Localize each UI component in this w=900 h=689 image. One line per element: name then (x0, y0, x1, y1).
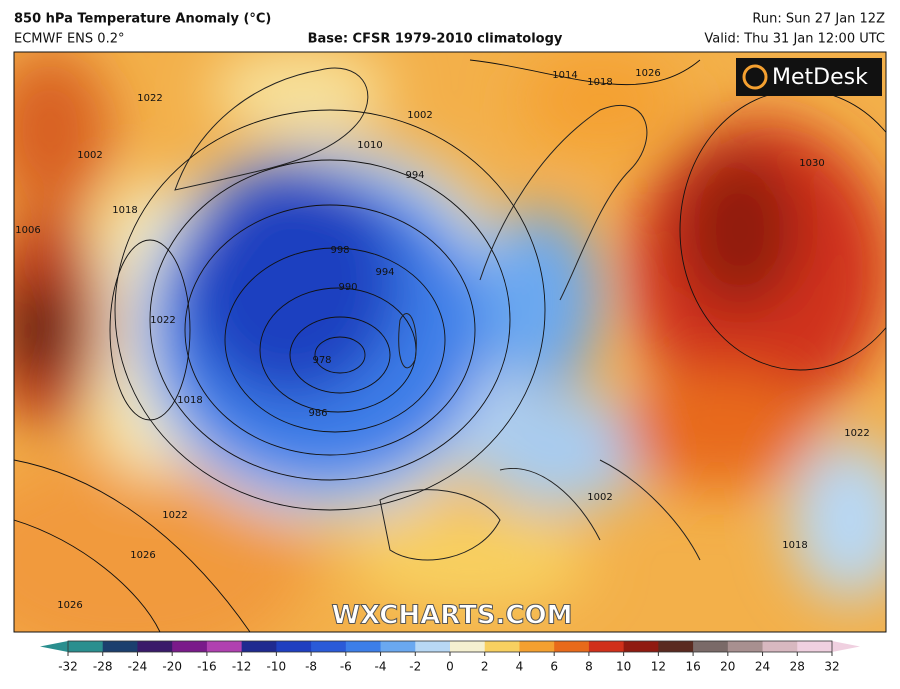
colorbar-segment (727, 641, 764, 652)
colorbar-segment (345, 641, 382, 652)
colorbar-tick-label: 12 (651, 660, 666, 674)
colorbar-segment (658, 641, 694, 652)
isobar-label: 1002 (77, 150, 102, 161)
isobar-label: 1010 (357, 140, 382, 151)
run: Run: Sun 27 Jan 12Z (752, 12, 885, 27)
colorbar-segment (623, 641, 659, 652)
map: MetDesk WXCHARTS.COM 1022 1018 1022 1018 101… (14, 52, 886, 632)
colorbar-tick-label: 4 (516, 660, 524, 674)
model: ECMWF ENS 0.2° (14, 32, 124, 47)
isobar-label: 1018 (112, 205, 137, 216)
colorbar-segment (102, 641, 138, 652)
isobar-label: 1002 (407, 110, 432, 121)
isobar-label: 990 (338, 282, 357, 293)
logo: MetDesk (772, 65, 868, 90)
isobar-label: 1002 (587, 492, 612, 503)
valid: Valid: Thu 31 Jan 12:00 UTC (704, 32, 885, 47)
colorbar-tick-label: 24 (755, 660, 770, 674)
isobar-label: 994 (405, 170, 424, 181)
colorbar-tick-label: -12 (232, 660, 252, 674)
isobar-label: 1026 (130, 550, 155, 561)
isobar-label: 978 (312, 355, 331, 366)
colorbar-segment (450, 641, 486, 652)
colorbar-tick-label: 10 (616, 660, 631, 674)
colorbar-arrow-right (832, 641, 860, 652)
colorbar-tick-label: -20 (162, 660, 182, 674)
title: 850 hPa Temperature Anomaly (°C) (14, 12, 271, 27)
colorbar-segment (484, 641, 520, 652)
colorbar-tick-label: 6 (550, 660, 558, 674)
isobar-label: 1018 (177, 395, 202, 406)
isobar-label: 1022 (137, 93, 162, 104)
colorbar-segment (206, 641, 243, 652)
colorbar-segment (137, 641, 173, 652)
colorbar-segment (241, 641, 277, 652)
isobar-label: 994 (375, 267, 394, 278)
colorbar-tick-label: 20 (720, 660, 735, 674)
colorbar-tick-label: -28 (93, 660, 113, 674)
colorbar-tick-label: 16 (685, 660, 700, 674)
isobar-label: 1026 (57, 600, 82, 611)
colorbar-segment (693, 641, 729, 652)
isobar-label: 1018 (782, 540, 807, 551)
isobar-label: 998 (330, 245, 349, 256)
colorbar-tick-label: 8 (585, 660, 593, 674)
colorbar-tick-label: 28 (790, 660, 805, 674)
colorbar-tick-label: -2 (409, 660, 421, 674)
colorbar-tick-label: -4 (375, 660, 387, 674)
colorbar-segment (311, 641, 347, 652)
colorbar-arrow-left (40, 641, 68, 652)
colorbar-segment (68, 641, 104, 652)
colorbar-segment (762, 641, 798, 652)
isobar-label: 1030 (799, 158, 824, 169)
watermark: WXCHARTS.COM (331, 601, 572, 631)
isobar-label: 1022 (150, 315, 175, 326)
colorbar-segment (519, 641, 555, 652)
isobar-label: 1018 (587, 77, 612, 88)
isobar-label: 1006 (15, 225, 40, 236)
colorbar-segment (415, 641, 451, 652)
colorbar-tick-label: -8 (305, 660, 317, 674)
colorbar-segment (172, 641, 208, 652)
colorbar-tick-label: 0 (446, 660, 454, 674)
colorbar-tick-label: 2 (481, 660, 489, 674)
colorbar-segment (380, 641, 416, 652)
colorbar-tick-label: -16 (197, 660, 217, 674)
colorbar-segment (554, 641, 590, 652)
isobar-label: 1022 (844, 428, 869, 439)
isobar-label: 1026 (635, 68, 660, 79)
base: Base: CFSR 1979-2010 climatology (308, 32, 563, 47)
colorbar-tick-label: -24 (128, 660, 148, 674)
colorbar-segment (276, 641, 312, 652)
colorbar-segment (797, 641, 833, 652)
colorbar-tick-label: -10 (267, 660, 287, 674)
isobar-label: 986 (308, 408, 327, 419)
colorbar-tick-label: 32 (824, 660, 839, 674)
isobar-label: 1014 (552, 70, 577, 81)
isobar-label: 1022 (162, 510, 187, 521)
colorbar-tick-label: -6 (340, 660, 352, 674)
colorbar-segment (588, 641, 625, 652)
colorbar-tick-label: -32 (58, 660, 78, 674)
